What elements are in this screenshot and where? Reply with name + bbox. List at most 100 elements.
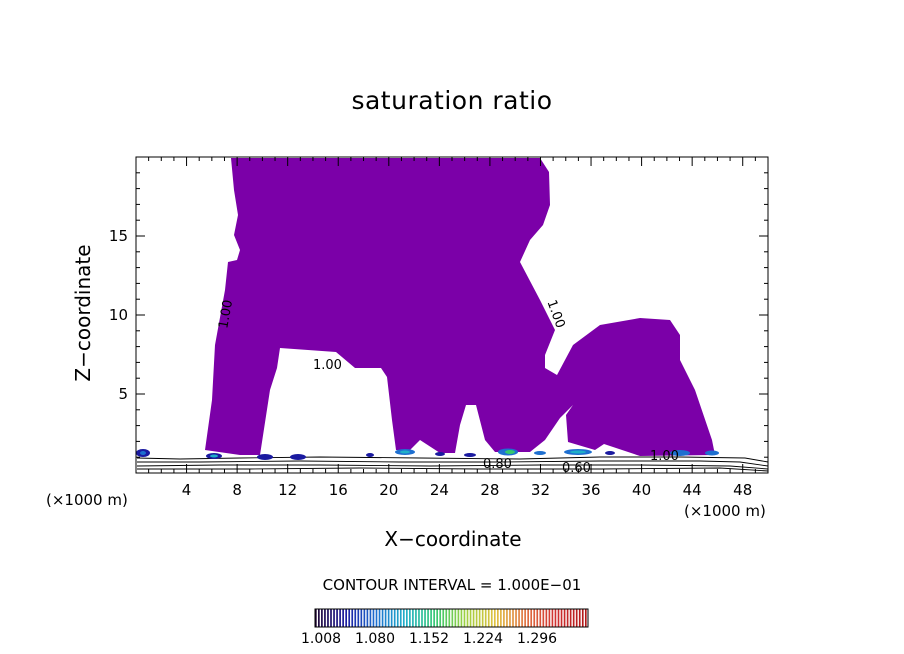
colorbar-swatch xyxy=(454,609,457,627)
colorbar-swatch xyxy=(575,609,578,627)
colorbar-swatch xyxy=(336,609,338,627)
colorbar-swatch xyxy=(497,609,499,627)
contour-interval-text: CONTOUR INTERVAL = 1.000E−01 xyxy=(322,576,582,594)
contour-label: 0.60 xyxy=(562,461,591,476)
axis-ticks xyxy=(136,157,768,473)
colorbar-swatch xyxy=(539,609,542,627)
colorbar-swatch xyxy=(369,609,372,627)
colorbar-swatch xyxy=(536,609,539,627)
x-tick-label: 32 xyxy=(531,481,550,499)
colorbar-swatch xyxy=(569,609,572,627)
colorbar-swatch xyxy=(581,609,584,627)
colorbar-swatch xyxy=(472,609,475,627)
colorbar-swatch xyxy=(466,609,469,627)
colorbar-swatch xyxy=(342,609,344,627)
colorbar-swatch xyxy=(493,609,496,627)
colorbar-swatch xyxy=(430,609,432,627)
colorbar-swatch xyxy=(578,609,581,627)
colorbar-swatch xyxy=(487,609,490,627)
colorbar-swatch xyxy=(563,609,566,627)
colorbar-swatch xyxy=(372,609,375,627)
x-axis-unit: (×1000 m) xyxy=(684,502,766,520)
x-tick-label: 20 xyxy=(379,481,398,499)
contour-label: 0.80 xyxy=(483,457,512,472)
x-tick-label: 44 xyxy=(683,481,702,499)
chart-title: saturation ratio xyxy=(351,86,553,115)
x-tick-label: 12 xyxy=(278,481,297,499)
colorbar-swatch xyxy=(327,609,329,627)
colorbar-swatch xyxy=(484,609,487,627)
colorbar-swatch xyxy=(560,609,563,627)
colorbar-swatch xyxy=(554,609,557,627)
colorbar-swatch xyxy=(442,609,445,627)
colorbar-swatch xyxy=(402,609,405,627)
colorbar-swatch xyxy=(460,609,463,627)
colorbar-swatch xyxy=(527,609,530,627)
contour-label: 1.00 xyxy=(650,449,679,464)
colorbar-swatch xyxy=(433,609,435,627)
colorbar-swatch xyxy=(330,609,332,627)
colorbar-swatch xyxy=(427,609,429,627)
colorbar-swatch xyxy=(324,609,326,627)
y-axis-unit: (×1000 m) xyxy=(46,491,128,509)
contour-label: 1.00 xyxy=(313,358,342,373)
colorbar-swatch xyxy=(396,609,399,627)
colorbar-swatch xyxy=(557,609,560,627)
colorbar-swatch xyxy=(415,609,417,627)
colorbar-swatch xyxy=(524,609,526,627)
colorbar-tick-label: 1.224 xyxy=(463,631,504,647)
colorbar-swatch xyxy=(503,609,505,627)
colorbar-swatch xyxy=(548,609,551,627)
colorbar-swatch xyxy=(566,609,569,627)
colorbar-swatch xyxy=(506,609,508,627)
colorbar-swatch xyxy=(409,609,411,627)
colorbar-tick-label: 1.080 xyxy=(355,631,396,647)
colorbar-swatch xyxy=(490,609,493,627)
colorbar-swatch xyxy=(348,609,351,627)
y-axis-label: Z−coordinate xyxy=(71,244,95,382)
colorbar-tick-label: 1.152 xyxy=(409,631,450,647)
colorbar-swatch xyxy=(378,609,381,627)
colorbar-swatch xyxy=(315,609,317,627)
x-tick-label: 36 xyxy=(581,481,600,499)
colorbar-swatch xyxy=(533,609,536,627)
colorbar-swatch xyxy=(363,609,366,627)
colorbar-swatch xyxy=(393,609,396,627)
colorbar-swatch xyxy=(478,609,481,627)
colorbar-swatch xyxy=(387,609,390,627)
colorbar-swatch xyxy=(375,609,378,627)
colorbar-swatch xyxy=(584,609,587,627)
colorbar-swatch xyxy=(360,609,363,627)
colorbar-swatch xyxy=(530,609,533,627)
x-tick-label: 28 xyxy=(480,481,499,499)
colorbar-swatch xyxy=(418,609,420,627)
y-tick-label: 15 xyxy=(109,227,128,245)
colorbar-swatch xyxy=(384,609,387,627)
colorbar-swatch xyxy=(412,609,414,627)
colorbar-swatch xyxy=(551,609,554,627)
colorbar xyxy=(315,609,587,627)
x-tick-label: 24 xyxy=(430,481,449,499)
colorbar-swatch xyxy=(542,609,545,627)
colorbar-swatch xyxy=(381,609,384,627)
colorbar-swatch xyxy=(321,609,323,627)
colorbar-swatch xyxy=(436,609,439,627)
x-tick-label: 8 xyxy=(232,481,242,499)
y-tick-label: 5 xyxy=(118,385,128,403)
colorbar-frame xyxy=(314,608,589,628)
colorbar-swatch xyxy=(500,609,502,627)
colorbar-tick-label: 1.296 xyxy=(517,631,558,647)
colorbar-swatch xyxy=(318,609,320,627)
colorbar-swatch xyxy=(390,609,393,627)
colorbar-swatch xyxy=(545,609,548,627)
colorbar-swatch xyxy=(399,609,402,627)
colorbar-swatch xyxy=(421,609,423,627)
colorbar-swatch xyxy=(521,609,523,627)
colorbar-swatch xyxy=(509,609,511,627)
colorbar-swatch xyxy=(512,609,514,627)
colorbar-swatch xyxy=(451,609,454,627)
colorbar-swatch xyxy=(572,609,575,627)
contour-label: 1.00 xyxy=(216,299,236,330)
